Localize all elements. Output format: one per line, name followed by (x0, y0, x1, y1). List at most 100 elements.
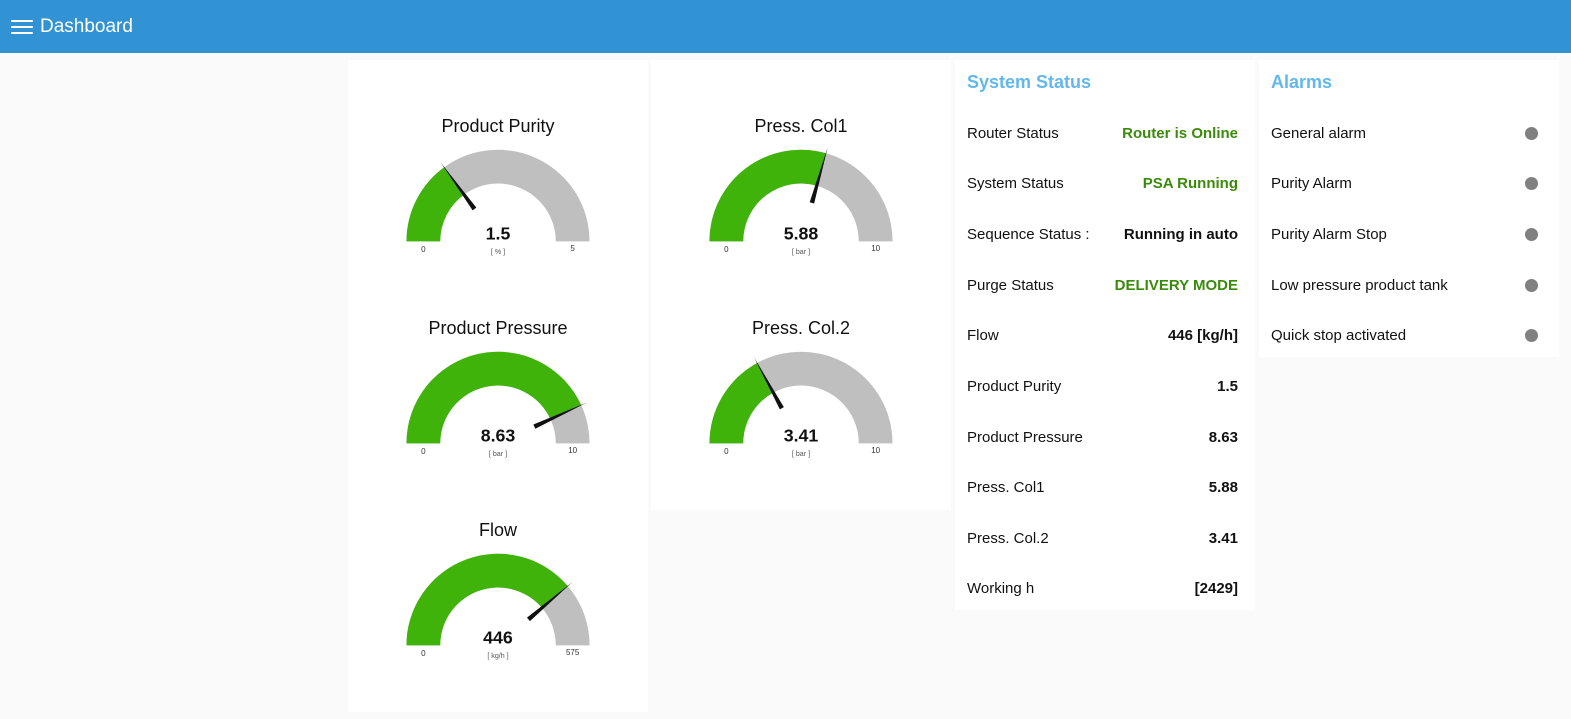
alarm-led-icon (1525, 328, 1538, 342)
gauge-title: Press. Col1 (754, 116, 848, 136)
alarm-label: Purity Alarm (1271, 174, 1352, 192)
gauge-needle (809, 147, 828, 204)
status-label: Router Status (967, 124, 1059, 142)
status-value: [2429] (1194, 579, 1238, 597)
alarm-label: General alarm (1271, 124, 1367, 142)
status-value: Running in auto (1123, 225, 1238, 243)
status-row: Press. Col1 5.88 (967, 475, 1238, 499)
status-value: DELIVERY MODE (1114, 276, 1238, 294)
status-row: Purge Status DELIVERY MODE (967, 273, 1238, 297)
gauge-needle (526, 581, 573, 622)
status-row: Product Pressure 8.63 (967, 425, 1238, 449)
alarm-label: Purity Alarm Stop (1271, 225, 1387, 243)
gauge-fill (406, 351, 582, 444)
gauge-max-label: 10 (871, 244, 880, 253)
system-status-title: System Status (967, 72, 1092, 92)
status-value: 5.88 (1208, 478, 1238, 496)
gauge-max-label: 10 (568, 446, 577, 455)
gauge-dial: 5.88 [ bar ] 0 10 (709, 147, 893, 256)
alarm-row: Quick stop activated (1271, 323, 1542, 347)
gauge-dial: 446 [ kg/h ] 0 575 (406, 553, 590, 660)
system-status-panel: System Status Router Status Router is Onl… (955, 60, 1255, 610)
alarm-led-icon (1525, 176, 1538, 190)
status-value: PSA Running (1142, 174, 1238, 192)
top-bar: Dashboard (0, 0, 1571, 53)
status-label: Flow (967, 326, 999, 344)
gauge-card-left: Product Purity 1.5 [ % ] 0 5 Product Pressure… (348, 60, 648, 712)
gauge-needle (533, 402, 587, 429)
gauge-fill (406, 167, 465, 242)
status-label: Product Pressure (967, 428, 1083, 446)
gauge-min-label: 0 (724, 447, 729, 456)
alarm-row: Purity Alarm (1271, 171, 1542, 195)
gauge-fill (709, 149, 826, 242)
gauge-value: 446 (483, 628, 513, 648)
gauge-dial: 3.41 [ bar ] 0 10 (709, 351, 893, 458)
status-label: Working h (967, 579, 1035, 597)
alarm-led-icon (1525, 227, 1538, 241)
gauge-product-purity: Product Purity 1.5 [ % ] 0 5 (348, 60, 648, 260)
gauge-unit: [ % ] (491, 248, 505, 256)
gauge-value: 1.5 (486, 224, 511, 244)
alarm-label: Quick stop activated (1271, 326, 1407, 344)
gauge-max-label: 5 (570, 244, 575, 253)
status-value: 446 [kg/h] (1167, 326, 1238, 344)
gauge-min-label: 0 (421, 447, 426, 456)
alarms-title: Alarms (1271, 72, 1333, 92)
status-value: Router is Online (1122, 124, 1238, 142)
status-value: 8.63 (1208, 428, 1238, 446)
alarm-led-icon (1525, 278, 1538, 292)
gauge-max-label: 575 (566, 648, 580, 657)
alarm-label: Low pressure product tank (1271, 276, 1448, 294)
gauge-card-right: Press. Col1 5.88 [ bar ] 0 10 Press. Col.2 3.4… (651, 60, 951, 510)
gauge-unit: [ bar ] (489, 450, 507, 458)
status-value: 1.5 (1217, 377, 1238, 395)
gauge-value: 5.88 (784, 224, 819, 244)
gauge-min-label: 0 (724, 245, 729, 254)
status-row: Router Status Router is Online (967, 121, 1238, 145)
gauge-flow: Flow 446 [ kg/h ] 0 575 (348, 464, 648, 664)
status-value: 3.41 (1208, 529, 1238, 547)
status-label: Purge Status (967, 276, 1054, 294)
gauge-value: 3.41 (784, 426, 819, 446)
hamburger-menu-icon[interactable] (11, 19, 33, 35)
status-label: Sequence Status : (967, 225, 1090, 243)
page-title: Dashboard (40, 15, 133, 37)
gauge-title: Press. Col.2 (751, 318, 851, 338)
gauge-fill (709, 362, 774, 444)
status-row: Flow 446 [kg/h] (967, 323, 1238, 347)
gauge-dial: 8.63 [ bar ] 0 10 (406, 351, 590, 458)
status-label: Press. Col1 (967, 478, 1045, 496)
gauge-max-label: 10 (871, 446, 880, 455)
status-row: Sequence Status : Running in auto (967, 222, 1238, 246)
status-row: Press. Col.2 3.41 (967, 526, 1238, 550)
gauge-fill (406, 553, 568, 646)
status-row: Working h [2429] (967, 576, 1238, 600)
alarms-panel: Alarms General alarm Purity Alarm Purity A… (1259, 60, 1559, 357)
status-row: System Status PSA Running (967, 171, 1238, 195)
gauge-title: Flow (478, 520, 517, 540)
gauge-needle (440, 162, 477, 211)
gauge-title: Product Pressure (428, 318, 568, 338)
gauge-unit: [ kg/h ] (487, 652, 508, 660)
alarm-led-icon (1525, 126, 1538, 140)
alarm-row: Purity Alarm Stop (1271, 222, 1542, 246)
status-label: Product Purity (967, 377, 1062, 395)
gauge-dial: 1.5 [ % ] 0 5 (406, 149, 590, 256)
gauge-press-col1: Press. Col1 5.88 [ bar ] 0 10 (651, 60, 951, 260)
gauge-needle (754, 357, 784, 410)
alarm-row: General alarm (1271, 121, 1542, 145)
gauge-press-col2: Press. Col.2 3.41 [ bar ] 0 10 (651, 262, 951, 462)
gauge-value: 8.63 (481, 426, 516, 446)
gauge-product-pressure: Product Pressure 8.63 [ bar ] 0 10 (348, 262, 648, 462)
gauge-unit: [ bar ] (792, 450, 810, 458)
status-label: System Status (967, 174, 1064, 192)
status-label: Press. Col.2 (967, 529, 1049, 547)
alarm-row: Low pressure product tank (1271, 273, 1542, 297)
gauge-title: Product Purity (441, 116, 555, 136)
gauge-min-label: 0 (421, 649, 426, 658)
gauge-track (406, 149, 590, 242)
status-row: Product Purity 1.5 (967, 374, 1238, 398)
gauge-min-label: 0 (421, 245, 426, 254)
gauge-unit: [ bar ] (792, 248, 810, 256)
